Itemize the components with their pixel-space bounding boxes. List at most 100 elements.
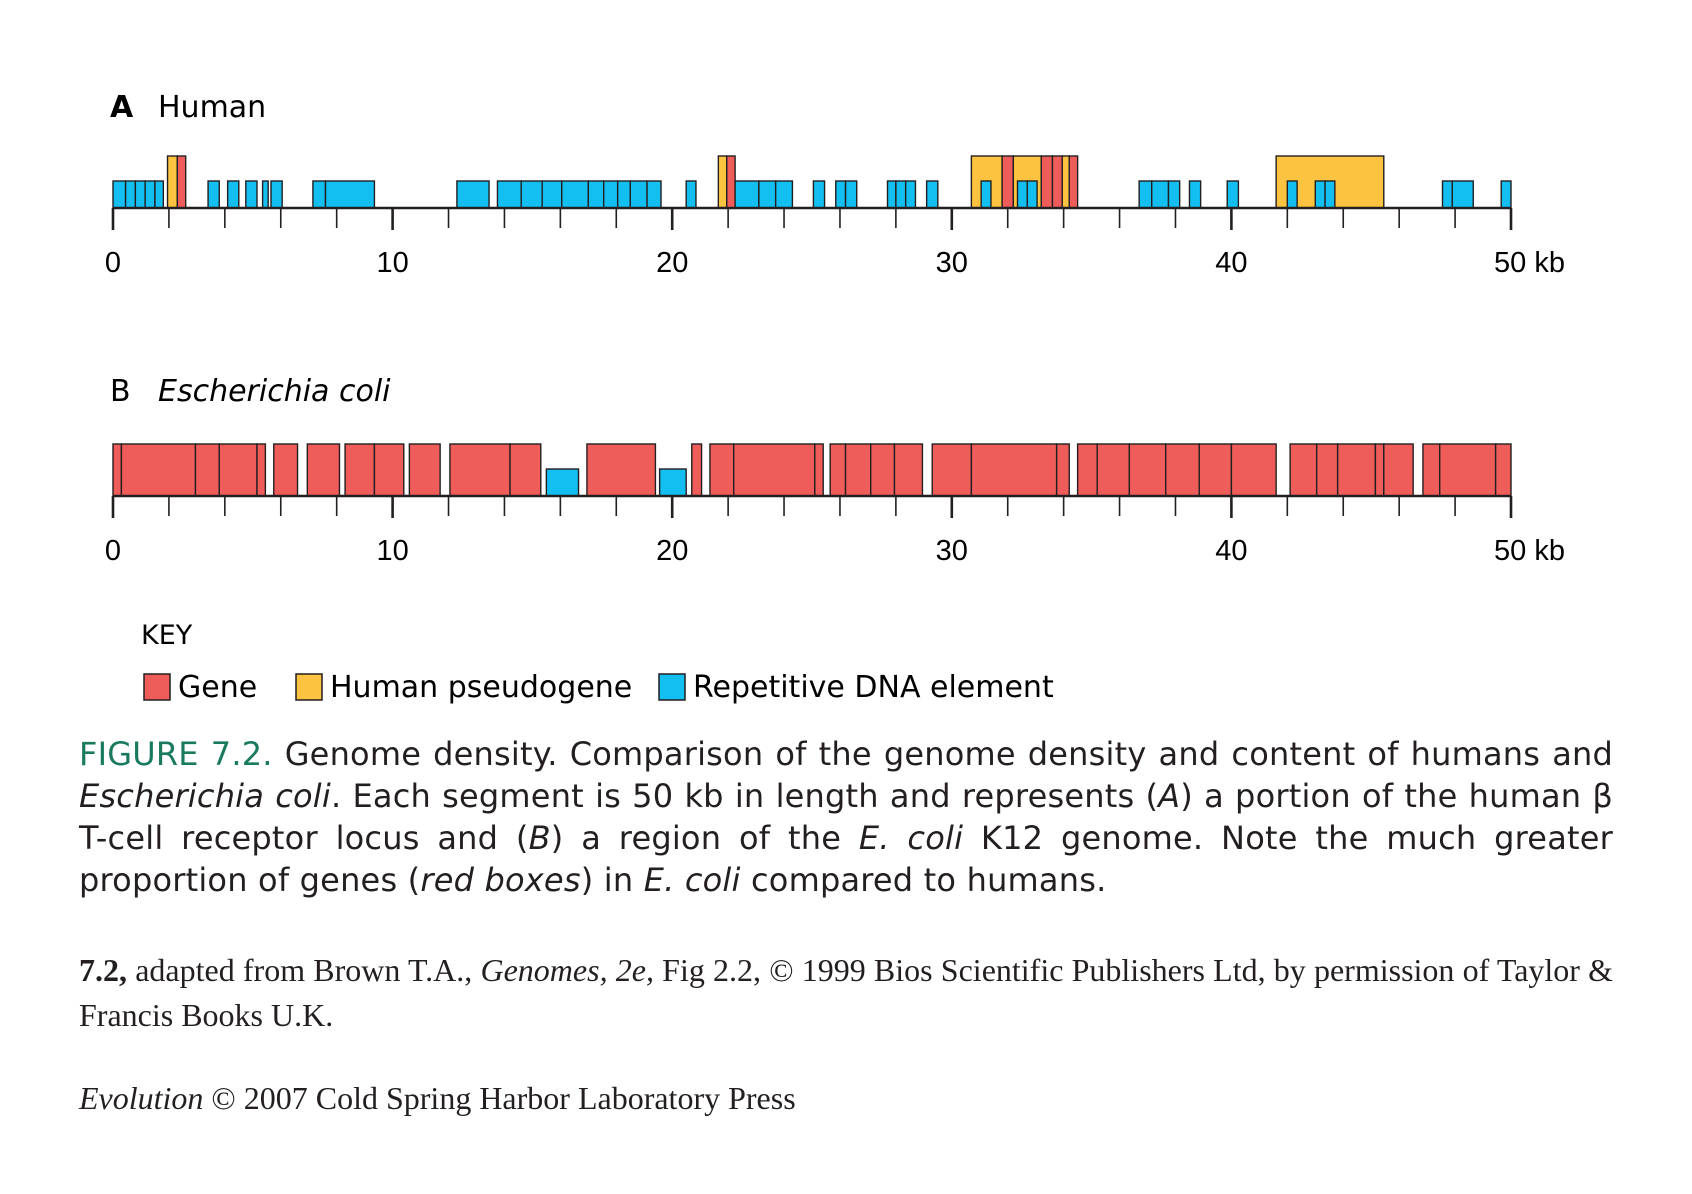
repetitive-block (1151, 180, 1170, 209)
caption-text: compared to humans. (740, 861, 1107, 899)
gene-block (893, 443, 924, 497)
credit-text: Fig 2.2, © 1999 Bios Scientific Publishe… (79, 952, 1614, 1033)
gene-block (1315, 443, 1339, 497)
repetitive-block (685, 180, 697, 209)
gene-block (449, 443, 511, 497)
gene-block (1051, 155, 1063, 209)
gene-block (1001, 155, 1015, 209)
repetitive-block (154, 180, 165, 209)
repetitive-block (1016, 180, 1028, 209)
repetitive-block (774, 180, 794, 209)
key-item-gene: Gene (143, 670, 257, 705)
repetitive-block (261, 180, 269, 209)
source-credit: 7.2, adapted from Brown T.A., Genomes, 2… (79, 948, 1613, 1038)
gene-block (829, 443, 847, 497)
gene-block (194, 443, 220, 497)
gene-block (814, 443, 824, 497)
repetitive-block (1451, 180, 1474, 209)
caption-text: . Each segment is 50 kb in length and re… (330, 777, 1159, 815)
repetitive-swatch (658, 673, 686, 701)
repetitive-block (844, 180, 858, 209)
gene-block (112, 443, 123, 497)
figure-number: FIGURE 7.2. (79, 735, 273, 773)
repetitive-block (1226, 180, 1240, 209)
repetitive-block (561, 180, 590, 209)
repetitive-block (1324, 180, 1336, 209)
repetitive-block (496, 180, 522, 209)
panel-a-name: Human (158, 90, 266, 125)
caption-text: Genome density. Comparison of the genome… (272, 735, 1614, 773)
key-title: KEY (141, 620, 193, 651)
copyright-text: © 2007 Cold Spring Harbor Laboratory Pre… (203, 1080, 796, 1116)
gene-block (344, 443, 376, 497)
caption-text: ) in (580, 861, 644, 899)
repetitive-block (1500, 180, 1512, 209)
tick-label: 0 (105, 247, 121, 279)
gene-block (1198, 443, 1233, 497)
pseudogene-block (1061, 155, 1070, 209)
tick-label: 50 kb (1494, 247, 1565, 279)
gene-block (709, 443, 735, 497)
repetitive-block (616, 180, 631, 209)
gene-block (1439, 443, 1497, 497)
credit-text: adapted from Brown T.A., (127, 952, 481, 988)
gene-block (273, 443, 299, 497)
tick-label: 40 (1215, 535, 1247, 567)
copyright-line: Evolution © 2007 Cold Spring Harbor Labo… (79, 1080, 796, 1117)
caption-ecoli: E. coli (643, 861, 741, 899)
gene-block (1374, 443, 1385, 497)
gene-block (931, 443, 973, 497)
repetitive-block (270, 180, 283, 209)
repetitive-block (541, 180, 563, 209)
gene-block (1494, 443, 1512, 497)
repetitive-block (1138, 180, 1153, 209)
tick-label: 30 (936, 247, 968, 279)
gene-block (1422, 443, 1441, 497)
tick-label: 20 (656, 247, 688, 279)
repetitive-block (545, 468, 580, 497)
gene-block (1040, 155, 1054, 209)
gene-swatch (143, 673, 171, 701)
repetitive-block (1188, 180, 1202, 209)
gene-block (1289, 443, 1318, 497)
gene-block (120, 443, 197, 497)
gene-block (870, 443, 896, 497)
gene-block (408, 443, 441, 497)
repetitive-block (456, 180, 490, 209)
gene-block (509, 443, 542, 497)
caption-ref-b: B (528, 819, 551, 857)
caption-text: ) a region of the (550, 819, 859, 857)
key-item-repetitive: Repetitive DNA element (658, 670, 1054, 705)
gene-block (844, 443, 872, 497)
repetitive-block (904, 180, 917, 209)
repetitive-block (124, 180, 137, 209)
pseudogene-block (717, 155, 728, 209)
repetitive-block (1026, 180, 1038, 209)
gene-block (373, 443, 405, 497)
panel-b-letter: B (110, 374, 131, 409)
panel-a-letter: A (110, 90, 134, 125)
repetitive-block (520, 180, 543, 209)
repetitive-block (1314, 180, 1326, 209)
repetitive-block (144, 180, 156, 209)
repetitive-block (758, 180, 777, 209)
tick-label: 40 (1215, 247, 1247, 279)
gene-block (1164, 443, 1200, 497)
gene-block (1068, 155, 1079, 209)
repetitive-block (602, 180, 619, 209)
caption-ref-a: A (1158, 777, 1181, 815)
gene-block (726, 155, 736, 209)
gene-block (691, 443, 703, 497)
tick-label: 20 (656, 535, 688, 567)
tick-label: 0 (105, 535, 121, 567)
repetitive-block (895, 180, 907, 209)
key-label-pseudogene: Human pseudogene (330, 670, 632, 705)
gene-block (586, 443, 657, 497)
repetitive-block (226, 180, 240, 209)
tick-label: 50 kb (1494, 535, 1565, 567)
panel-a-track: 0 10 20 30 40 50 kb (105, 155, 1565, 279)
repetitive-block (134, 180, 146, 209)
pseudogene-block (166, 155, 179, 209)
repetitive-block (245, 180, 258, 209)
tick-label: 30 (936, 535, 968, 567)
